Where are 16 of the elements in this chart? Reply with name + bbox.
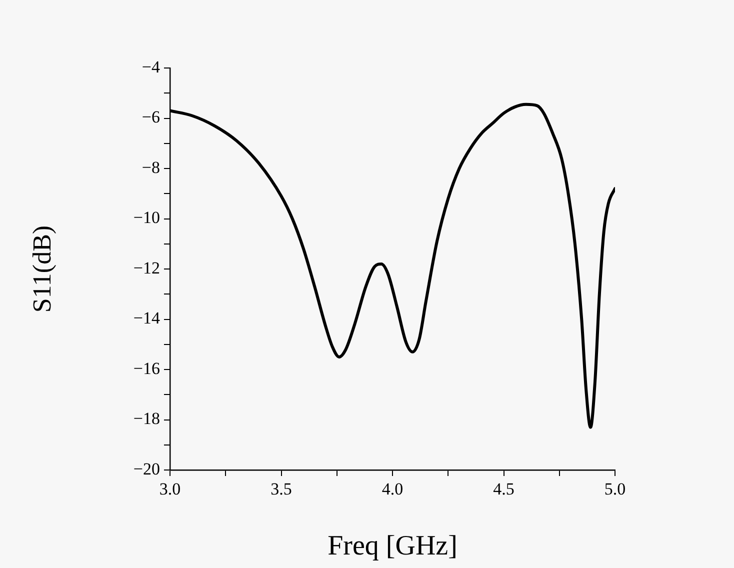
y-tick-label: −12 [133,258,160,278]
x-axis-title: Freq [GHz] [328,530,458,562]
y-axis-title: S11(dB) [27,225,56,313]
y-tick-label: −6 [142,108,160,127]
x-tick-label: 4.5 [493,480,514,499]
y-tick-label: −10 [133,208,160,228]
y-tick-label: −14 [133,308,160,328]
x-tick-label: 3.5 [270,480,292,499]
y-tick-label: −8 [142,158,160,177]
y-tick-label: −20 [133,459,160,478]
y-tick-label: −16 [133,358,160,378]
x-tick-label: 3.0 [159,480,181,499]
y-tick-label: −4 [142,57,160,76]
x-tick-label: 5.0 [604,480,626,499]
y-tick-label: −18 [133,409,160,428]
x-tick-label: 4.0 [382,480,404,499]
